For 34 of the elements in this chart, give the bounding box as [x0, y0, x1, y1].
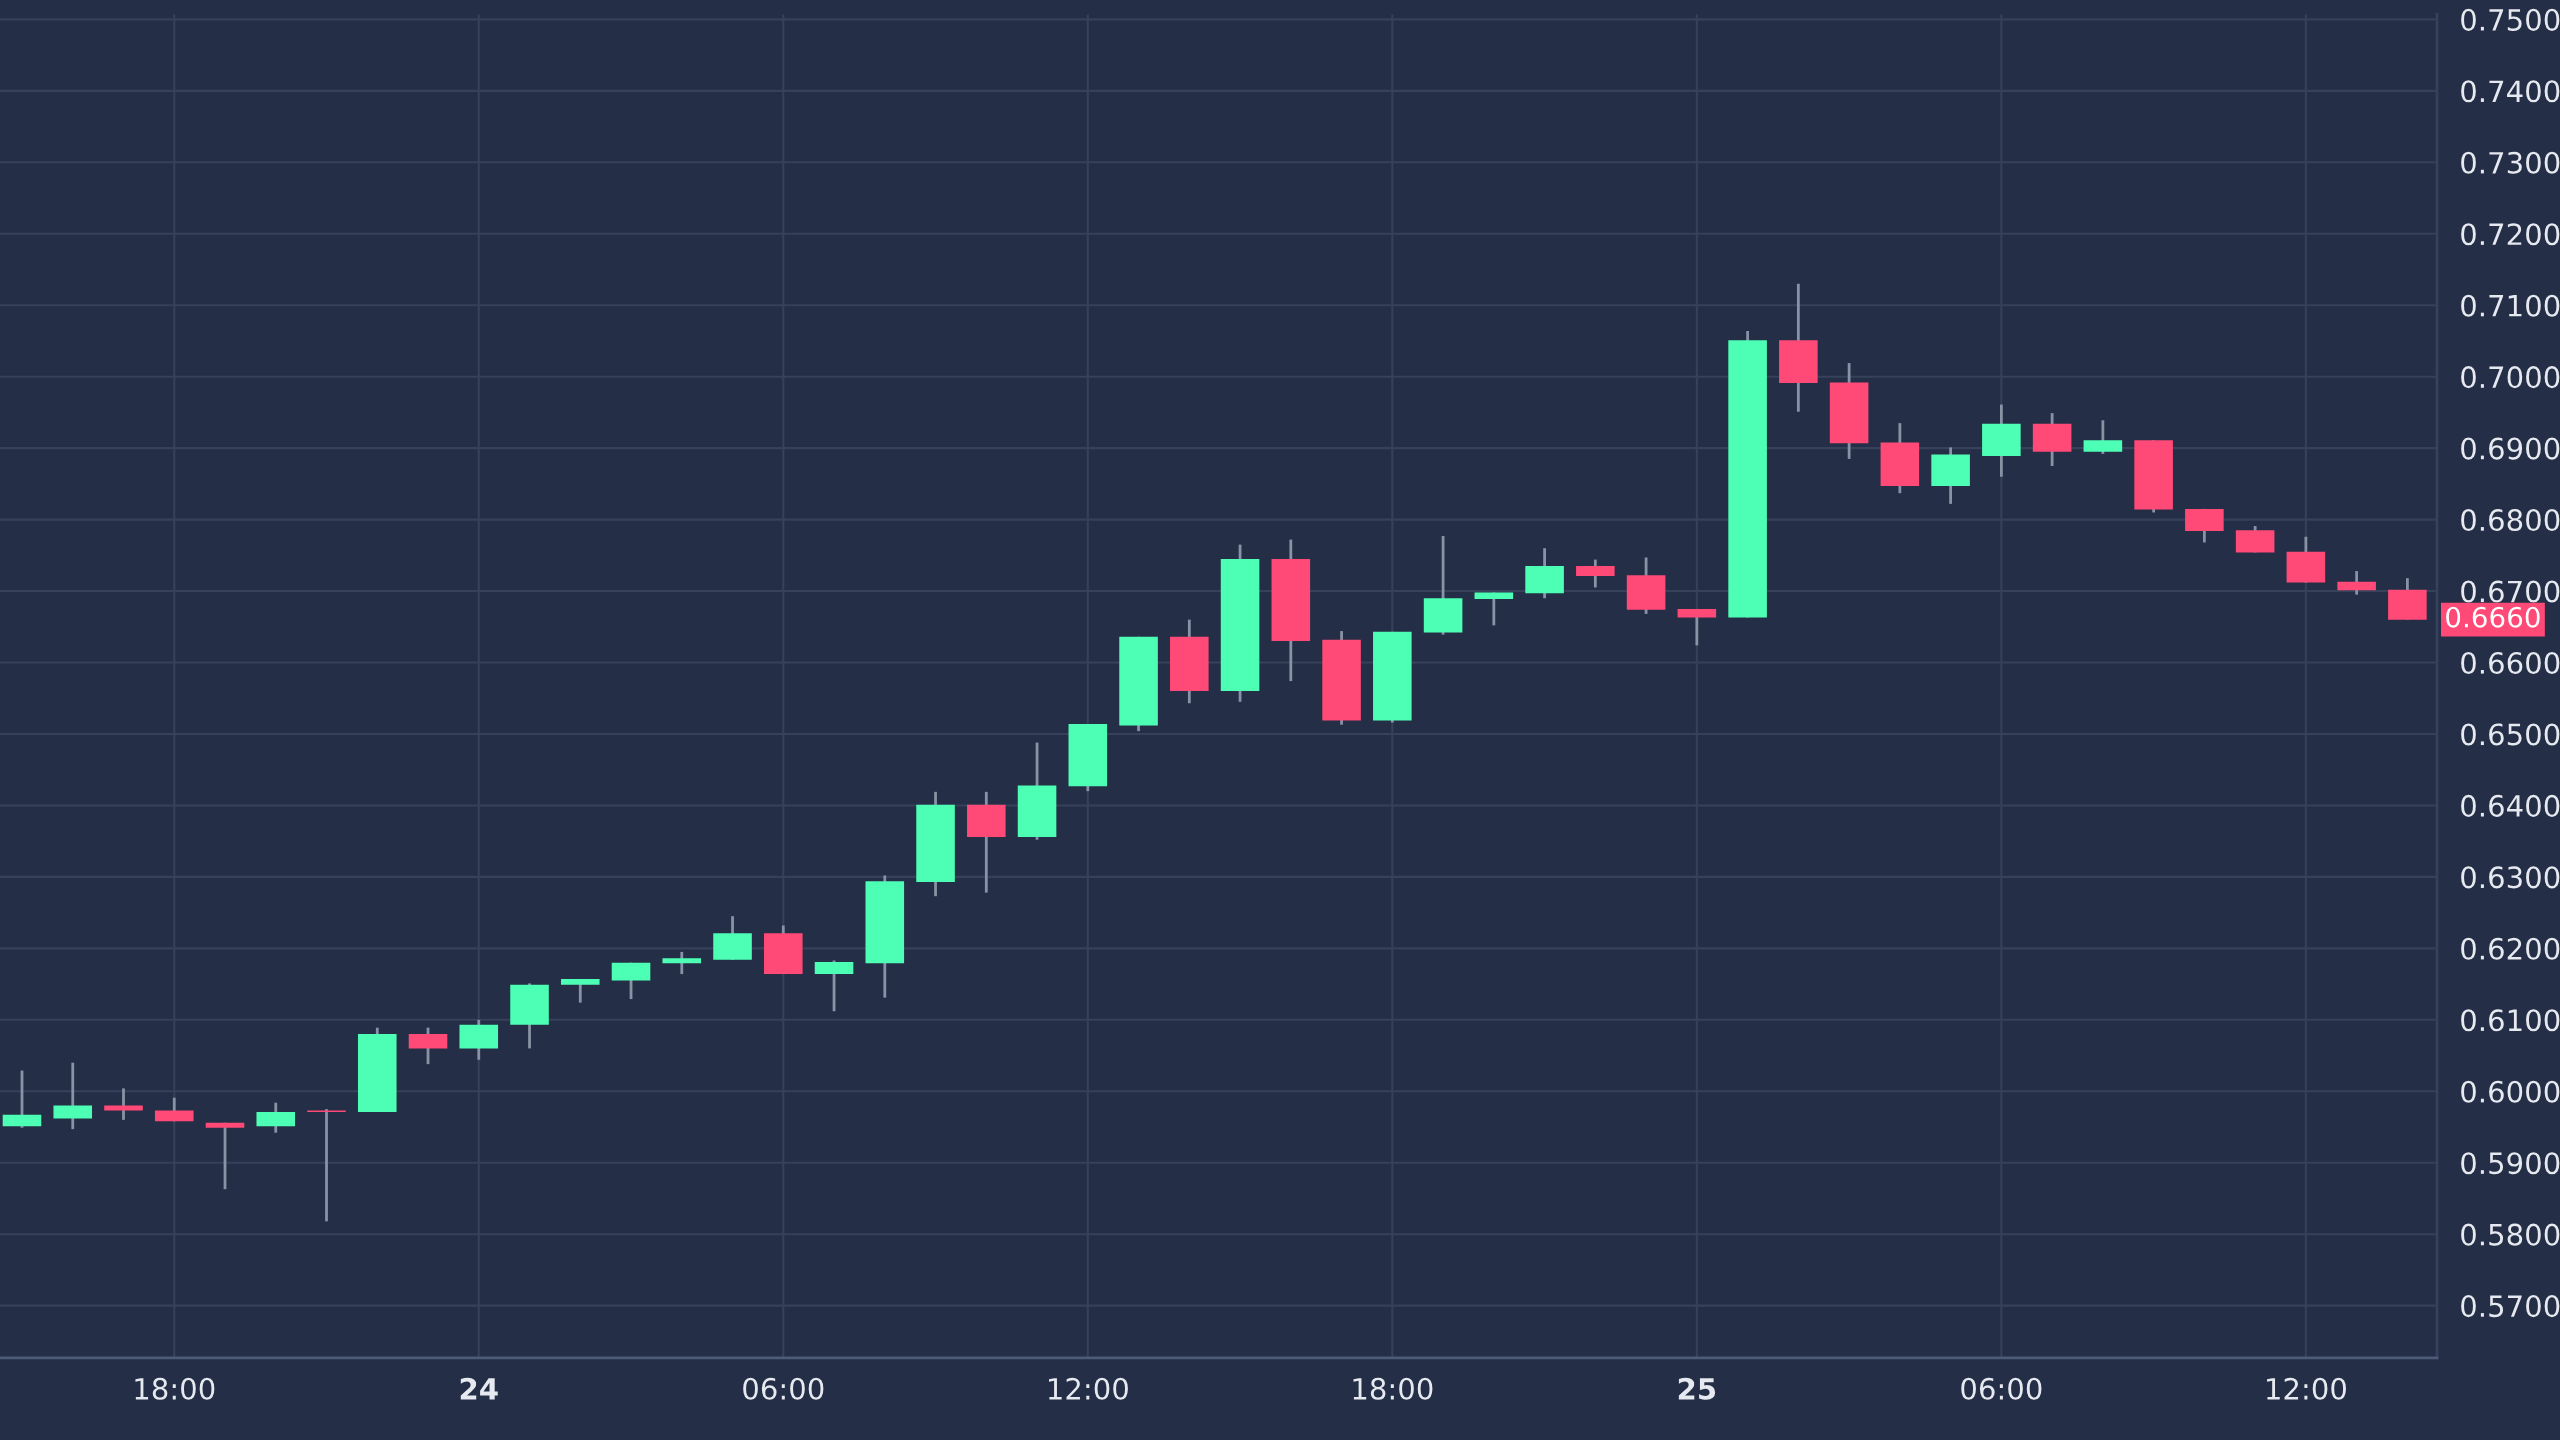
y-tick-label: 0.7000: [2461, 366, 2560, 389]
y-tick-label: 0.6100: [2461, 1009, 2560, 1032]
y-tick-label: 0.6400: [2461, 794, 2560, 817]
x-tick-label: 18:00: [135, 1377, 215, 1400]
y-tick-label: 0.6500: [2461, 723, 2560, 746]
y-tick-label: 0.6800: [2461, 509, 2560, 532]
x-tick-label: 25: [1678, 1377, 1716, 1400]
candlestick: [1576, 558, 1615, 589]
candlestick: [104, 1087, 143, 1122]
y-tick-label: 0.7400: [2461, 80, 2560, 103]
y-tick-label: 0.7300: [2461, 151, 2560, 174]
x-tick-label: 12:00: [2267, 1377, 2346, 1400]
candlestick: [205, 1121, 245, 1191]
annotation: 0.6660: [2446, 606, 2540, 628]
x-tick-label: 18:00: [1353, 1377, 1433, 1400]
x-tick-label: 06:00: [1961, 1377, 2042, 1400]
x-tick-label: 12:00: [1048, 1377, 1128, 1400]
y-tick-label: 0.6200: [2461, 937, 2560, 960]
y-tick-label: 0.7500: [2461, 8, 2560, 31]
x-tick-label: 06:00: [743, 1377, 824, 1400]
y-tick-label: 0.7100: [2461, 294, 2560, 317]
candlestick: [53, 1061, 93, 1131]
y-tick-label: 0.5900: [2461, 1152, 2560, 1175]
y-tick-label: 0.7200: [2461, 223, 2560, 246]
y-tick-label: 0.6700: [2461, 580, 2560, 603]
y-tick-label: 0.6600: [2461, 651, 2560, 675]
y-tick-label: 0.6900: [2461, 437, 2560, 460]
y-tick-label: 0.5800: [2461, 1223, 2560, 1246]
y-tick-label: 0.6000: [2461, 1080, 2560, 1103]
x-tick-label: 24: [460, 1377, 498, 1400]
y-tick-label: 0.5700: [2461, 1295, 2560, 1318]
candlestick: [2, 1069, 42, 1130]
candlestick: [662, 950, 702, 976]
y-tick-label: 0.6300: [2461, 866, 2560, 889]
